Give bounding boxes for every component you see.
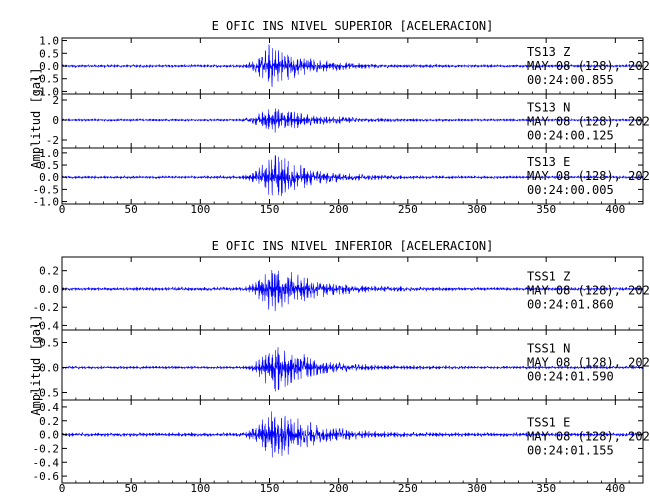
waveform-trace	[61, 108, 644, 133]
y-tick-label: 0.5	[39, 337, 59, 350]
y-tick-label: -0.6	[33, 470, 60, 483]
y-tick-label: -0.4	[33, 319, 60, 332]
x-tick-label: 50	[125, 203, 138, 216]
x-tick-label: 350	[536, 482, 556, 495]
x-tick-label: 100	[190, 203, 210, 216]
y-tick-label: 0.2	[39, 415, 59, 428]
waveform-trace	[61, 269, 643, 312]
x-tick-label: 350	[536, 203, 556, 216]
trace-date-label: MAY 08 (128), 2022	[527, 114, 650, 128]
chart-title: E OFIC INS NIVEL SUPERIOR [ACELERACION]	[212, 19, 494, 33]
y-axis-label: Amplitud [gal]	[29, 67, 43, 168]
y-tick-label: -0.2	[33, 301, 60, 314]
waveform-trace	[61, 155, 644, 197]
trace-time-label: 00:24:01.590	[527, 369, 614, 383]
y-tick-label: -1.0	[33, 196, 60, 209]
y-tick-label: 1.0	[39, 35, 59, 48]
x-tick-label: 250	[398, 482, 418, 495]
y-tick-label: 0.0	[39, 283, 59, 296]
y-axis-label: Amplitud [gal]	[29, 314, 43, 415]
x-tick-label: 250	[398, 203, 418, 216]
y-tick-label: 0.0	[39, 60, 59, 73]
trace-date-label: MAY 08 (128), 2022	[527, 283, 650, 297]
trace-time-label: 00:24:00.005	[527, 183, 614, 197]
panel-group-2: E OFIC INS NIVEL INFERIOR [ACELERACION] A…	[29, 239, 650, 495]
x-tick-label: 200	[329, 203, 349, 216]
trace-date-label: MAY 08 (128), 2022	[527, 430, 650, 444]
trace-time-label: 00:24:01.860	[527, 297, 614, 311]
trace-date-label: MAY 08 (128), 2022	[527, 355, 650, 369]
trace-date-label: MAY 08 (128), 2022	[527, 169, 650, 183]
x-tick-label: 0	[59, 203, 66, 216]
x-tick-label: 150	[260, 203, 280, 216]
trace-station-label: TSS1 Z	[527, 269, 570, 283]
y-tick-label: 2	[52, 94, 59, 107]
x-tick-label: 100	[190, 482, 210, 495]
y-tick-label: -1.0	[33, 85, 60, 98]
x-tick-label: 50	[125, 482, 138, 495]
waveform-trace	[61, 44, 644, 87]
y-tick-label: 0.0	[39, 429, 59, 442]
y-tick-label: 0.0	[39, 362, 59, 375]
trace-time-label: 00:24:00.125	[527, 128, 614, 142]
y-tick-label: 0	[52, 114, 59, 127]
y-tick-label: -0.5	[33, 183, 60, 196]
x-tick-label: 0	[59, 482, 66, 495]
trace-station-label: TSS1 N	[527, 341, 570, 355]
waveform-trace	[61, 347, 644, 392]
panel-group-1: E OFIC INS NIVEL SUPERIOR [ACELERACION] A…	[29, 19, 650, 216]
y-tick-label: -0.5	[33, 387, 60, 400]
y-tick-label: 0.4	[39, 401, 59, 414]
trace-time-label: 00:24:01.155	[527, 444, 614, 458]
y-tick-label: -0.4	[33, 456, 60, 469]
y-tick-label: 0.2	[39, 265, 59, 278]
chart-title: E OFIC INS NIVEL INFERIOR [ACELERACION]	[212, 239, 494, 253]
waveform-trace	[61, 411, 644, 458]
trace-date-label: MAY 08 (128), 2022	[527, 59, 650, 73]
trace-station-label: TS13 N	[527, 100, 570, 114]
y-tick-label: -0.5	[33, 73, 60, 86]
x-tick-label: 300	[467, 482, 487, 495]
y-tick-label: -0.2	[33, 442, 60, 455]
trace-station-label: TS13 E	[527, 155, 570, 169]
x-tick-label: 300	[467, 203, 487, 216]
y-tick-label: -2	[46, 134, 59, 147]
y-tick-label: 0.5	[39, 47, 59, 60]
x-tick-label: 400	[605, 203, 625, 216]
x-tick-label: 200	[329, 482, 349, 495]
trace-time-label: 00:24:00.855	[527, 73, 614, 87]
trace-station-label: TS13 Z	[527, 45, 570, 59]
y-tick-label: 1.0	[39, 147, 59, 160]
y-tick-label: 0.5	[39, 159, 59, 172]
y-tick-label: 0.0	[39, 171, 59, 184]
x-tick-label: 150	[260, 482, 280, 495]
x-tick-label: 400	[605, 482, 625, 495]
trace-station-label: TSS1 E	[527, 416, 570, 430]
